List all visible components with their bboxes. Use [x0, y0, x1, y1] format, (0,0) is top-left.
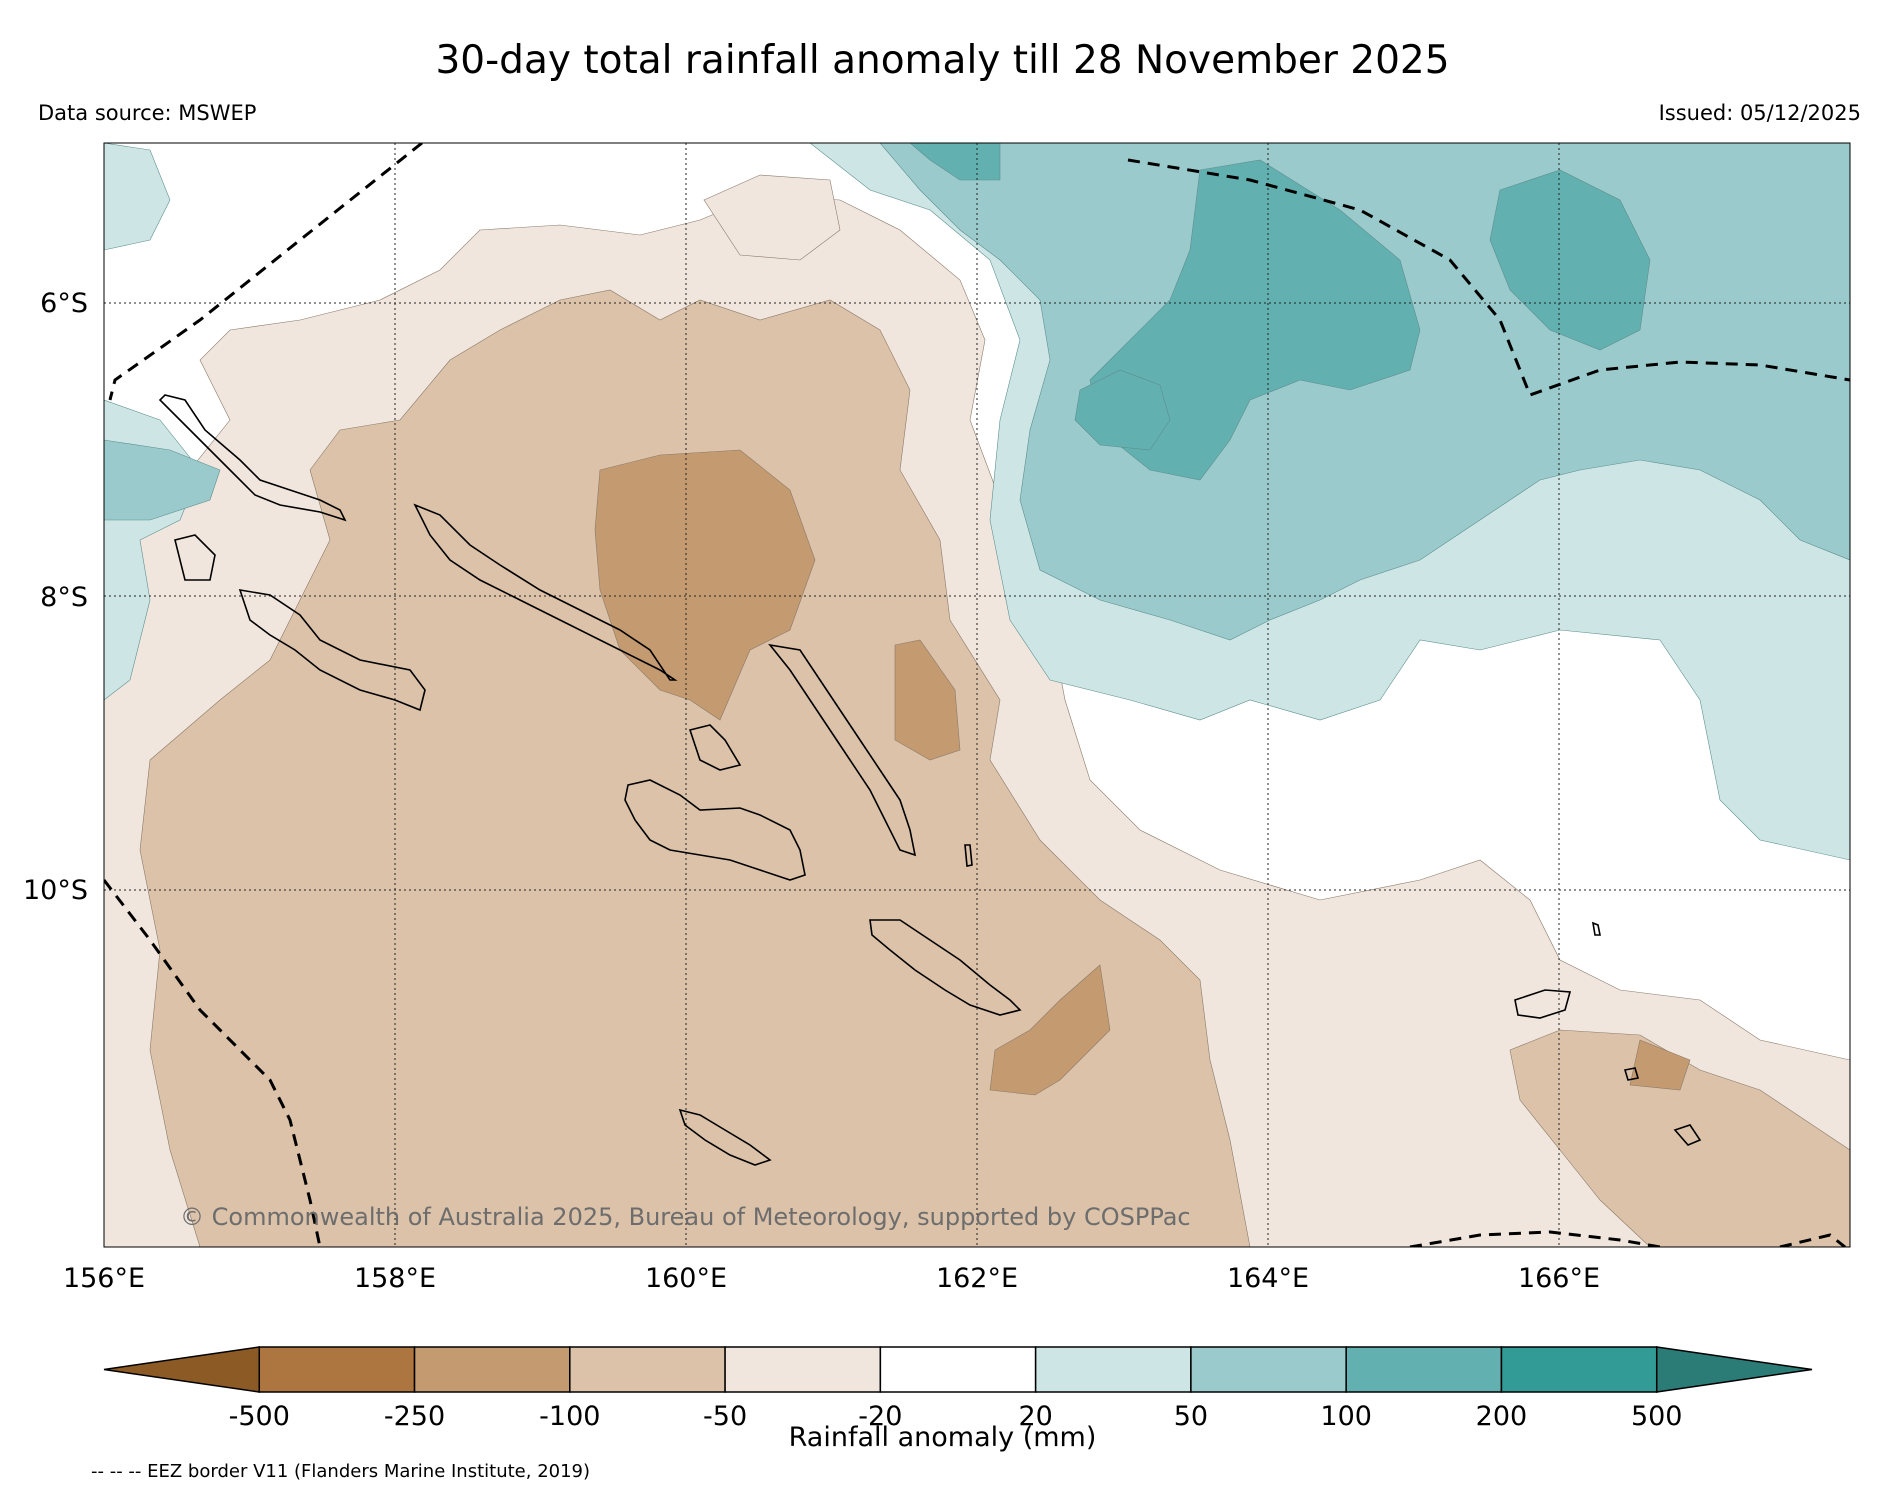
colorbar-segment: [1345, 1346, 1503, 1393]
lon-label-156e: 156°E: [63, 1263, 145, 1294]
colorbar-segment: [724, 1346, 882, 1393]
anomaly-region-dry-strong: [594, 449, 816, 721]
colorbar-tick-label: 200: [1476, 1401, 1528, 1432]
copyright-notice: © Commonwealth of Australia 2025, Bureau…: [180, 1203, 1191, 1231]
colorbar-tick-label: -20: [858, 1401, 902, 1432]
chart-title: 30-day total rainfall anomaly till 28 No…: [435, 38, 1450, 83]
island-malaita-north: [688, 724, 742, 771]
colorbar-segment: [1190, 1346, 1347, 1393]
colorbar-tick-label: 20: [1018, 1401, 1052, 1432]
island-choiseul: [413, 503, 678, 681]
lat-label-8s: 8°S: [40, 582, 88, 613]
colorbar: -500 -250 -100 -50 -20 20 50 100 200 500: [103, 1346, 1813, 1432]
colorbar-segment: [103, 1346, 261, 1393]
colorbar-segment: [569, 1346, 726, 1393]
island-small-east: [1673, 1124, 1702, 1146]
colorbar-title: Rainfall anomaly (mm): [788, 1422, 1097, 1453]
island-small-3: [964, 844, 973, 867]
lat-label-10s: 10°S: [23, 875, 88, 906]
island-new-georgia: [238, 588, 426, 712]
issued-date-label: Issued: 05/12/2025: [1658, 101, 1861, 125]
island-small-4: [1591, 921, 1601, 936]
lon-label-166e: 166°E: [1518, 1263, 1600, 1294]
data-source-label: Data source: MSWEP: [38, 101, 257, 125]
colorbar-segment: [1500, 1346, 1658, 1393]
colorbar-tick-label: -50: [703, 1401, 747, 1432]
anomaly-region-dry-moderate: [139, 289, 1251, 1247]
colorbar-segment: [879, 1346, 1037, 1393]
graticule: [104, 143, 1850, 1247]
lat-label-6s: 6°S: [40, 288, 88, 319]
island-small-2: [1623, 1067, 1640, 1081]
colorbar-segment: [1655, 1346, 1813, 1393]
island-guadalcanal: [624, 779, 806, 881]
anomaly-region-dry-strong-4: [1629, 1039, 1691, 1091]
colorbar-tick-label: -500: [229, 1401, 290, 1432]
colorbar-segment: [413, 1346, 571, 1393]
colorbar-tick-label: 50: [1174, 1401, 1208, 1432]
anomaly-region-wet-strong-2: [1074, 369, 1171, 451]
colorbar-tick-label: -100: [539, 1401, 600, 1432]
anomaly-region-wet-light-west: [104, 143, 201, 701]
colorbar-tick-label: 100: [1320, 1401, 1372, 1432]
anomaly-region-dry-strong-3: [989, 964, 1111, 1096]
anomaly-region-dry-moderate-se: [1509, 1029, 1850, 1247]
eez-legend-note: -- -- -- EEZ border V11 (Flanders Marine…: [91, 1461, 591, 1482]
coastlines: [158, 394, 1702, 1166]
lon-label-164e: 164°E: [1227, 1263, 1309, 1294]
colorbar-segment: [258, 1346, 416, 1393]
lon-label-158e: 158°E: [354, 1263, 436, 1294]
island-shortlands: [174, 534, 216, 581]
anomaly-region-dry-strong-2: [894, 639, 961, 761]
anomaly-region-dry-light-east: [703, 174, 841, 261]
island-rennell: [678, 1108, 772, 1166]
eez-border: [104, 143, 1850, 1247]
island-bougainville: [158, 394, 347, 522]
island-makira: [869, 919, 1022, 1016]
lon-label-160e: 160°E: [645, 1263, 727, 1294]
colorbar-tick-label: -250: [384, 1401, 445, 1432]
lon-label-162e: 162°E: [936, 1263, 1018, 1294]
island-santa-cruz: [1514, 989, 1572, 1019]
island-santa-isabel: [768, 643, 917, 857]
colorbar-segment: [1034, 1346, 1192, 1393]
colorbar-tick-label: 500: [1631, 1401, 1683, 1432]
map-frame: [103, 142, 1851, 1248]
anomaly-region-wet-moderate-west: [104, 439, 221, 521]
